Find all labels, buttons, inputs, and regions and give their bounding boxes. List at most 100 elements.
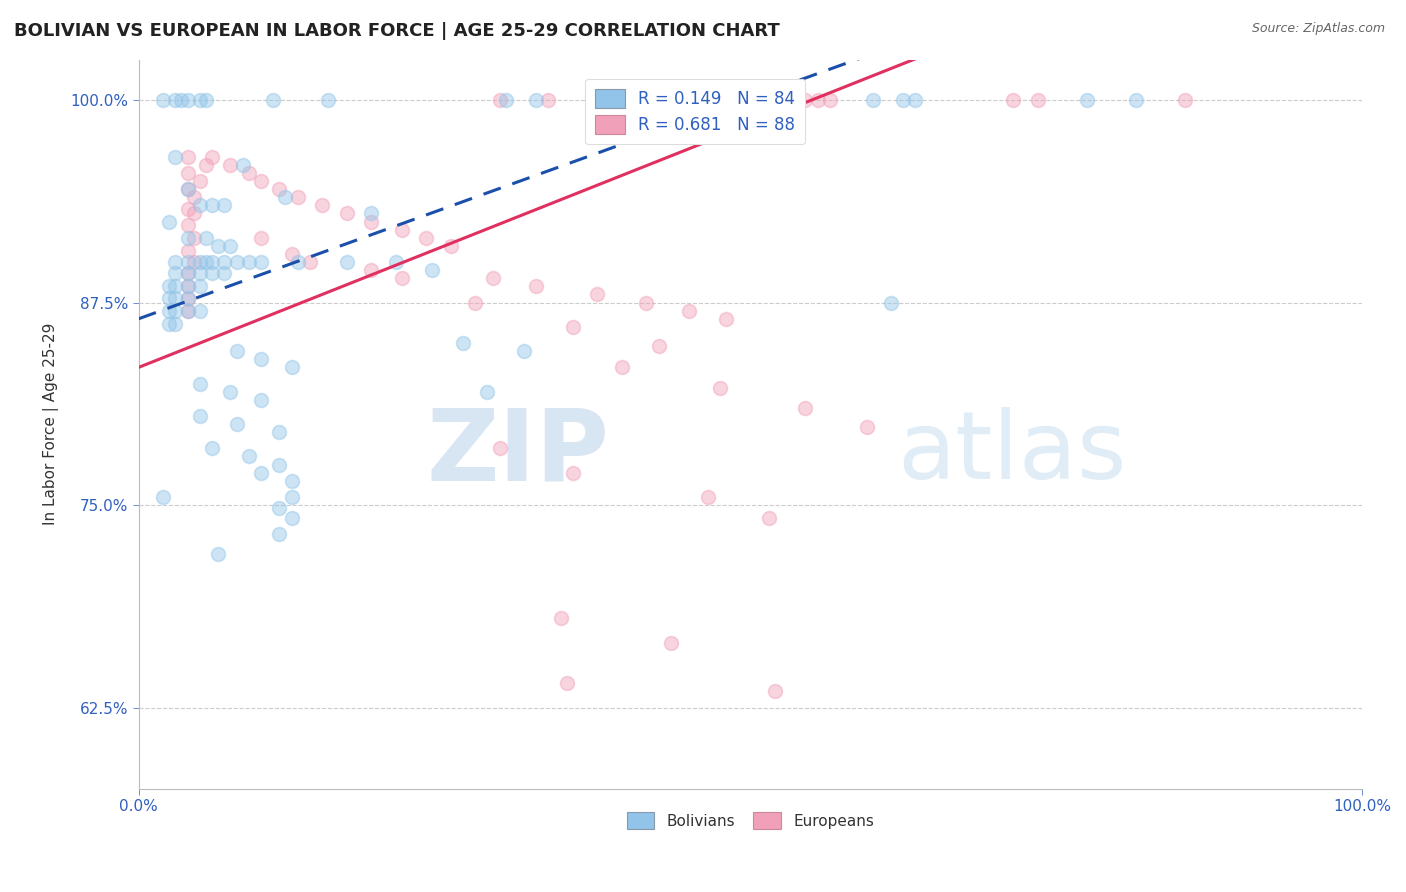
- Point: [763, 93, 786, 107]
- Point: [194, 158, 217, 172]
- Point: [232, 158, 254, 172]
- Point: [1174, 93, 1197, 107]
- Point: [561, 466, 583, 480]
- Point: [157, 317, 180, 331]
- Point: [477, 384, 499, 399]
- Point: [561, 319, 583, 334]
- Point: [610, 360, 633, 375]
- Point: [360, 263, 382, 277]
- Point: [696, 490, 718, 504]
- Point: [176, 291, 198, 305]
- Point: [360, 214, 382, 228]
- Point: [678, 303, 700, 318]
- Point: [464, 295, 486, 310]
- Point: [157, 279, 180, 293]
- Point: [214, 267, 236, 281]
- Point: [176, 244, 198, 258]
- Point: [176, 279, 198, 293]
- Point: [690, 93, 713, 107]
- Point: [176, 231, 198, 245]
- Point: [183, 255, 205, 269]
- Point: [188, 198, 211, 212]
- Point: [194, 231, 217, 245]
- Point: [152, 93, 174, 107]
- Point: [1026, 93, 1049, 107]
- Point: [176, 303, 198, 318]
- Point: [269, 458, 291, 472]
- Point: [165, 93, 187, 107]
- Point: [451, 336, 474, 351]
- Point: [176, 293, 198, 307]
- Point: [188, 303, 211, 318]
- Point: [250, 392, 273, 407]
- Point: [176, 202, 198, 216]
- Point: [214, 255, 236, 269]
- Point: [420, 263, 443, 277]
- Point: [152, 490, 174, 504]
- Point: [201, 442, 224, 456]
- Point: [513, 344, 536, 359]
- Point: [250, 255, 273, 269]
- Point: [207, 239, 229, 253]
- Point: [165, 303, 187, 318]
- Point: [238, 166, 260, 180]
- Point: [194, 93, 217, 107]
- Point: [636, 295, 658, 310]
- Point: [176, 279, 198, 293]
- Point: [709, 93, 731, 107]
- Point: [891, 93, 914, 107]
- Text: Source: ZipAtlas.com: Source: ZipAtlas.com: [1251, 22, 1385, 36]
- Point: [201, 150, 224, 164]
- Legend: Bolivians, Europeans: Bolivians, Europeans: [620, 805, 880, 836]
- Point: [685, 93, 707, 107]
- Point: [555, 676, 578, 690]
- Point: [280, 490, 302, 504]
- Point: [188, 267, 211, 281]
- Point: [794, 93, 817, 107]
- Point: [659, 93, 682, 107]
- Point: [214, 198, 236, 212]
- Point: [855, 420, 877, 434]
- Point: [336, 206, 359, 220]
- Y-axis label: In Labor Force | Age 25-29: In Labor Force | Age 25-29: [44, 323, 59, 525]
- Point: [183, 206, 205, 220]
- Point: [250, 352, 273, 367]
- Point: [1002, 93, 1025, 107]
- Point: [391, 271, 413, 285]
- Point: [194, 255, 217, 269]
- Point: [280, 247, 302, 261]
- Point: [269, 527, 291, 541]
- Text: ZIP: ZIP: [427, 405, 610, 501]
- Point: [176, 166, 198, 180]
- Point: [751, 93, 773, 107]
- Point: [176, 255, 198, 269]
- Point: [807, 93, 830, 107]
- Point: [862, 93, 884, 107]
- Point: [763, 684, 786, 698]
- Point: [225, 417, 247, 431]
- Point: [1076, 93, 1098, 107]
- Point: [188, 93, 211, 107]
- Point: [524, 93, 547, 107]
- Point: [659, 636, 682, 650]
- Point: [225, 344, 247, 359]
- Point: [360, 206, 382, 220]
- Point: [176, 267, 198, 281]
- Point: [415, 231, 437, 245]
- Point: [165, 255, 187, 269]
- Point: [165, 317, 187, 331]
- Point: [495, 93, 517, 107]
- Point: [740, 93, 762, 107]
- Point: [262, 93, 284, 107]
- Point: [188, 409, 211, 423]
- Point: [238, 255, 260, 269]
- Point: [904, 93, 927, 107]
- Point: [274, 190, 297, 204]
- Point: [384, 255, 406, 269]
- Point: [170, 93, 193, 107]
- Point: [280, 360, 302, 375]
- Point: [219, 158, 242, 172]
- Point: [183, 231, 205, 245]
- Point: [188, 279, 211, 293]
- Point: [336, 255, 359, 269]
